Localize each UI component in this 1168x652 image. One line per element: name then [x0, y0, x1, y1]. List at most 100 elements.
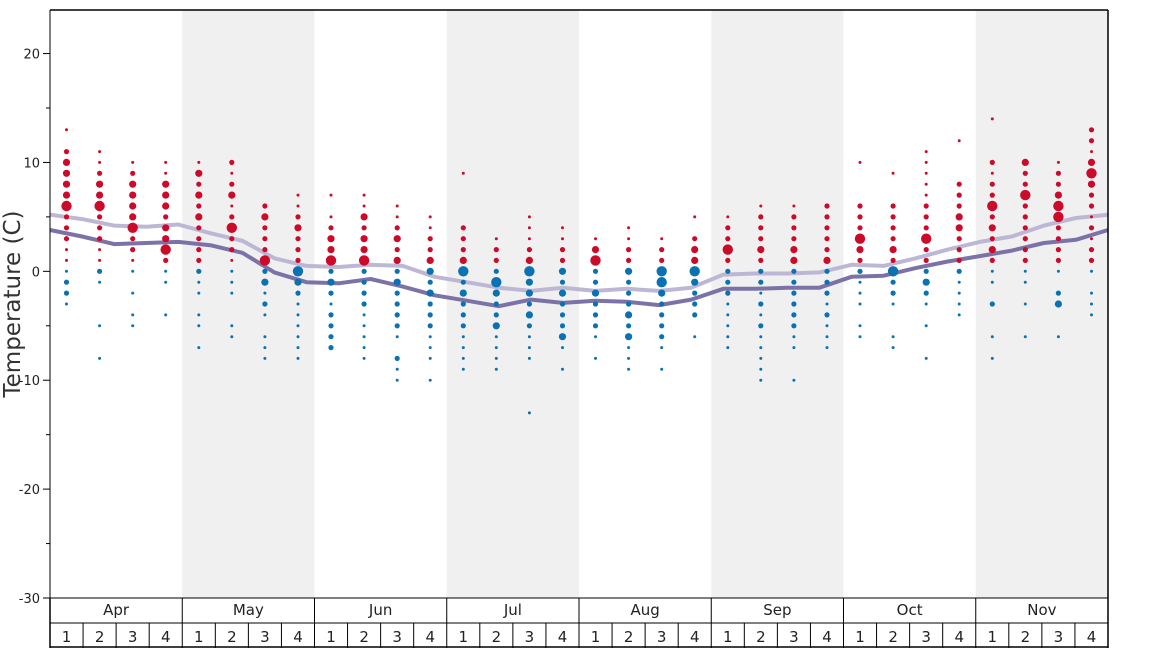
warm-dot: [395, 204, 399, 208]
cold-dot: [494, 335, 498, 339]
cold-dot: [759, 378, 763, 382]
warm-dot: [527, 215, 531, 219]
cold-dot: [98, 356, 102, 360]
cold-dot: [262, 268, 268, 274]
warm-dot: [428, 226, 432, 230]
warm-dot: [890, 257, 896, 263]
warm-dot: [162, 224, 170, 232]
cold-dot: [494, 367, 498, 371]
warm-dot: [62, 180, 71, 188]
cold-dot: [63, 279, 70, 285]
cold-dot: [1090, 269, 1093, 273]
warm-dot: [1022, 181, 1028, 187]
cold-dot: [296, 356, 300, 360]
y-tick-label: 20: [23, 48, 40, 63]
warm-dot: [395, 215, 399, 219]
week-label: 3: [921, 628, 931, 646]
warm-dot: [294, 224, 302, 232]
cold-dot: [957, 280, 961, 284]
warm-dot: [164, 160, 168, 164]
warm-dot: [791, 214, 797, 220]
warm-dot: [790, 256, 798, 264]
cold-dot: [594, 356, 597, 360]
cold-dot: [230, 335, 234, 339]
cold-dot: [1023, 280, 1027, 284]
warm-dot: [494, 237, 498, 241]
cold-dot: [492, 289, 500, 297]
warm-dot: [196, 203, 202, 209]
warm-dot: [857, 203, 863, 209]
cold-dot: [131, 269, 135, 273]
week-label: 1: [591, 628, 601, 646]
warm-dot: [98, 248, 102, 252]
warm-dot: [890, 236, 896, 242]
warm-dot: [360, 213, 368, 221]
cold-dot: [458, 266, 469, 277]
cold-dot: [262, 301, 268, 307]
cold-dot: [824, 279, 830, 285]
cold-dot: [627, 367, 631, 371]
cold-dot: [858, 302, 862, 306]
warm-dot: [229, 214, 235, 220]
cold-dot: [197, 280, 201, 284]
warm-dot: [493, 247, 499, 253]
cold-dot: [957, 302, 961, 306]
warm-dot: [1055, 247, 1061, 253]
warm-dot: [1088, 192, 1095, 198]
cold-dot: [692, 312, 698, 318]
cold-dot: [263, 291, 267, 295]
week-label: 3: [260, 628, 270, 646]
warm-dot: [327, 246, 335, 254]
cold-dot: [824, 268, 830, 274]
cold-dot: [131, 291, 135, 295]
cold-dot: [625, 333, 633, 341]
warm-dot: [924, 193, 928, 197]
cold-dot: [759, 313, 763, 317]
warm-dot: [163, 257, 169, 263]
week-label: 4: [161, 628, 171, 646]
warm-dot: [1054, 191, 1062, 199]
warm-dot: [561, 237, 564, 241]
warm-dot: [1055, 225, 1061, 231]
warm-dot: [923, 214, 929, 220]
warm-dot: [824, 247, 830, 253]
warm-dot: [459, 256, 467, 264]
warm-dot: [360, 235, 368, 243]
month-label-apr: Apr: [103, 601, 130, 619]
week-label: 2: [1021, 628, 1031, 646]
month-label-sep: Sep: [763, 601, 791, 619]
cold-dot: [494, 346, 498, 350]
cold-dot: [230, 269, 234, 273]
warm-dot: [162, 191, 170, 199]
cold-dot: [197, 313, 201, 317]
cold-dot: [461, 335, 465, 339]
cold-dot: [263, 356, 267, 360]
warm-dot: [1053, 211, 1064, 223]
warm-dot: [758, 214, 764, 220]
warm-dot: [98, 160, 102, 164]
warm-dot: [1086, 168, 1097, 179]
cold-dot: [656, 277, 667, 288]
warm-dot: [692, 236, 698, 242]
cold-dot: [427, 279, 433, 285]
warm-dot: [162, 202, 170, 210]
cold-dot: [726, 346, 730, 350]
warm-dot: [427, 247, 433, 253]
month-shade-may: [182, 10, 315, 598]
warm-dot: [228, 191, 236, 199]
warm-dot: [195, 213, 203, 221]
cold-dot: [594, 335, 597, 339]
cold-dot: [559, 301, 566, 307]
week-label: 4: [425, 628, 435, 646]
cold-dot: [759, 291, 763, 295]
cold-dot: [395, 378, 399, 382]
cold-dot: [427, 301, 433, 307]
cold-dot: [558, 333, 567, 341]
warm-dot: [97, 225, 103, 231]
warm-dot: [262, 247, 268, 253]
warm-dot: [1090, 150, 1093, 154]
warm-dot: [527, 226, 531, 230]
warm-dot: [956, 192, 962, 198]
warm-dot: [1055, 181, 1061, 187]
warm-dot: [230, 171, 234, 175]
